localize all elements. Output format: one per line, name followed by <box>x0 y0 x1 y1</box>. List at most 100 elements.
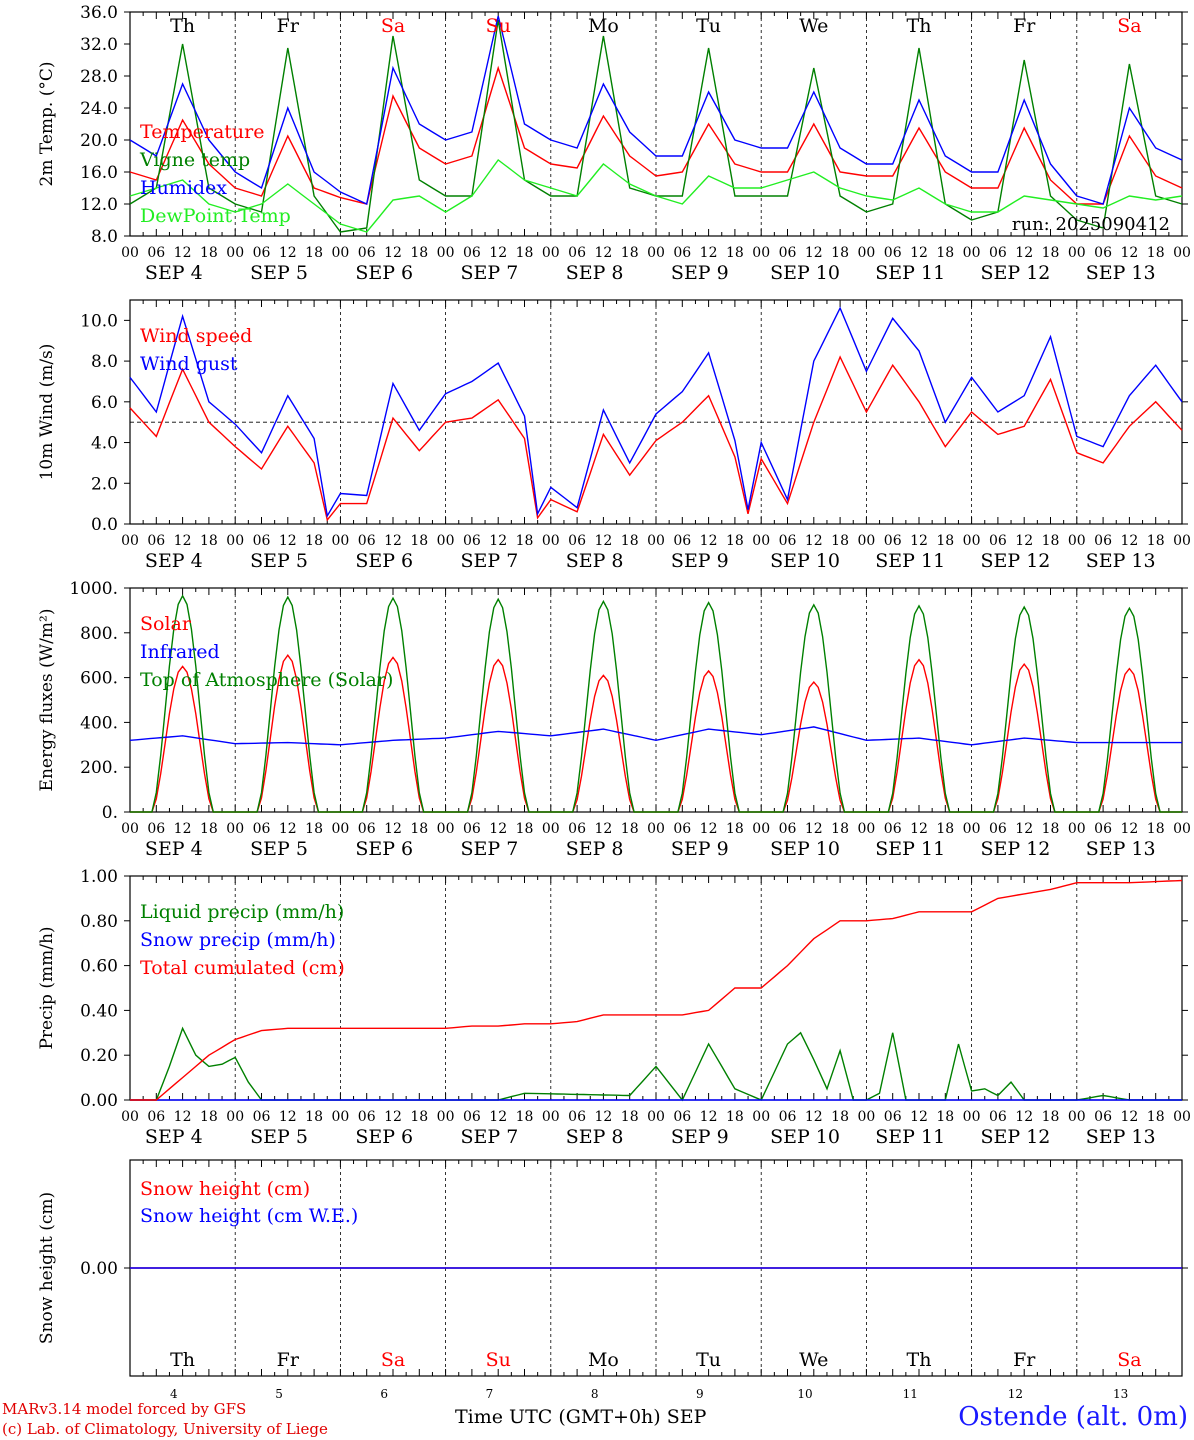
hour-label: 12 <box>910 245 928 261</box>
hour-label: 12 <box>805 821 823 837</box>
weekday-label: Th <box>170 1349 195 1371</box>
hour-label: 06 <box>989 245 1007 261</box>
hour-label: 00 <box>437 533 455 549</box>
hour-label: 00 <box>542 1109 560 1125</box>
hour-label: 00 <box>1068 1109 1086 1125</box>
y-tick-label: 36.0 <box>80 3 118 23</box>
y-tick-label: 0.20 <box>80 1046 118 1066</box>
hour-label: 12 <box>279 1109 297 1125</box>
hour-label: 18 <box>621 533 639 549</box>
y-tick-label: 400. <box>80 713 118 733</box>
hour-label: 06 <box>1094 1109 1112 1125</box>
day-number-label: 6 <box>380 1387 388 1401</box>
day-number-label: 12 <box>1008 1387 1023 1401</box>
hour-label: 06 <box>884 821 902 837</box>
hour-label: 18 <box>621 245 639 261</box>
hour-label: 06 <box>884 245 902 261</box>
hour-label: 00 <box>752 1109 770 1125</box>
hour-label: 06 <box>1094 821 1112 837</box>
hour-label: 18 <box>1042 245 1060 261</box>
hour-label: 00 <box>121 1109 139 1125</box>
panel-3-frame <box>129 587 1183 813</box>
day-number-label: 5 <box>275 1387 283 1401</box>
date-label: SEP 6 <box>355 838 413 860</box>
weekday-label: Fr <box>1013 15 1036 37</box>
date-label: SEP 6 <box>355 550 413 572</box>
date-label: SEP 12 <box>980 262 1050 284</box>
hour-label: 06 <box>568 533 586 549</box>
station-name: Ostende (alt. 0m) <box>958 1402 1188 1432</box>
series-line-dewpoint-temp <box>129 159 1183 233</box>
date-label: SEP 8 <box>566 838 624 860</box>
y-tick-label: 28.0 <box>80 67 118 87</box>
hour-label: 00 <box>857 533 875 549</box>
hour-label: 18 <box>726 1109 744 1125</box>
date-label: SEP 7 <box>461 838 519 860</box>
weekday-label: We <box>799 1349 828 1371</box>
hour-label: 00 <box>857 245 875 261</box>
weekday-label: Mo <box>588 15 619 37</box>
hour-label: 00 <box>437 245 455 261</box>
date-label: SEP 11 <box>875 550 945 572</box>
y-axis-title: 10m Wind (m/s) <box>37 344 57 481</box>
hour-label: 00 <box>1173 1109 1191 1125</box>
weekday-label: Th <box>907 15 932 37</box>
hour-label: 12 <box>594 821 612 837</box>
lab-credit: (c) Lab. of Climatology, University of L… <box>2 1420 328 1438</box>
legend-entry: Snow height (cm) <box>140 1178 310 1200</box>
hour-label: 18 <box>831 821 849 837</box>
hour-label: 06 <box>358 821 376 837</box>
day-number-label: 10 <box>797 1387 812 1401</box>
hour-label: 18 <box>410 1109 428 1125</box>
hour-label: 00 <box>963 1109 981 1125</box>
hour-label: 00 <box>752 533 770 549</box>
date-label: SEP 4 <box>145 550 203 572</box>
hour-label: 00 <box>963 821 981 837</box>
date-label: SEP 9 <box>671 838 729 860</box>
date-label: SEP 13 <box>1086 262 1156 284</box>
weekday-label: Th <box>170 15 195 37</box>
y-tick-label: 0.80 <box>80 912 118 932</box>
date-label: SEP 10 <box>770 550 840 572</box>
weekday-label: Fr <box>277 1349 300 1371</box>
hour-label: 00 <box>226 821 244 837</box>
hour-label: 12 <box>489 533 507 549</box>
weekday-label: Tu <box>696 15 721 37</box>
legend-entry: Total cumulated (cm) <box>140 957 345 979</box>
panel-1-frame <box>129 11 1183 237</box>
weekday-label: Sa <box>381 1349 405 1371</box>
series-line-infrared <box>129 726 1182 746</box>
legend-entry: Wind gust <box>140 353 238 375</box>
day-number-label: 11 <box>903 1387 918 1401</box>
hour-label: 06 <box>358 533 376 549</box>
hour-label: 06 <box>673 1109 691 1125</box>
hour-label: 18 <box>200 245 218 261</box>
date-label: SEP 7 <box>461 550 519 572</box>
weekday-label: Sa <box>381 15 405 37</box>
series-line-wind-speed <box>129 355 1183 522</box>
date-label: SEP 12 <box>980 1126 1050 1148</box>
hour-label: 06 <box>1094 533 1112 549</box>
legend-entry: Infrared <box>140 641 220 663</box>
weekday-label: Su <box>486 1349 511 1371</box>
hour-label: 00 <box>1068 533 1086 549</box>
hour-label: 06 <box>147 821 165 837</box>
hour-label: 12 <box>910 533 928 549</box>
hour-label: 06 <box>147 1109 165 1125</box>
y-tick-label: 2.0 <box>91 474 118 494</box>
hour-label: 00 <box>331 533 349 549</box>
day-number-label: 8 <box>591 1387 599 1401</box>
hour-label: 12 <box>700 533 718 549</box>
weekday-label: Mo <box>588 1349 619 1371</box>
y-tick-label: 20.0 <box>80 131 118 151</box>
date-label: SEP 10 <box>770 1126 840 1148</box>
hour-label: 00 <box>1173 533 1191 549</box>
hour-label: 00 <box>121 245 139 261</box>
hour-label: 00 <box>752 821 770 837</box>
date-label: SEP 9 <box>671 550 729 572</box>
series-line-temperature <box>129 65 1183 205</box>
hour-label: 00 <box>437 821 455 837</box>
hour-label: 12 <box>1015 1109 1033 1125</box>
weekday-label: Sa <box>1117 15 1141 37</box>
